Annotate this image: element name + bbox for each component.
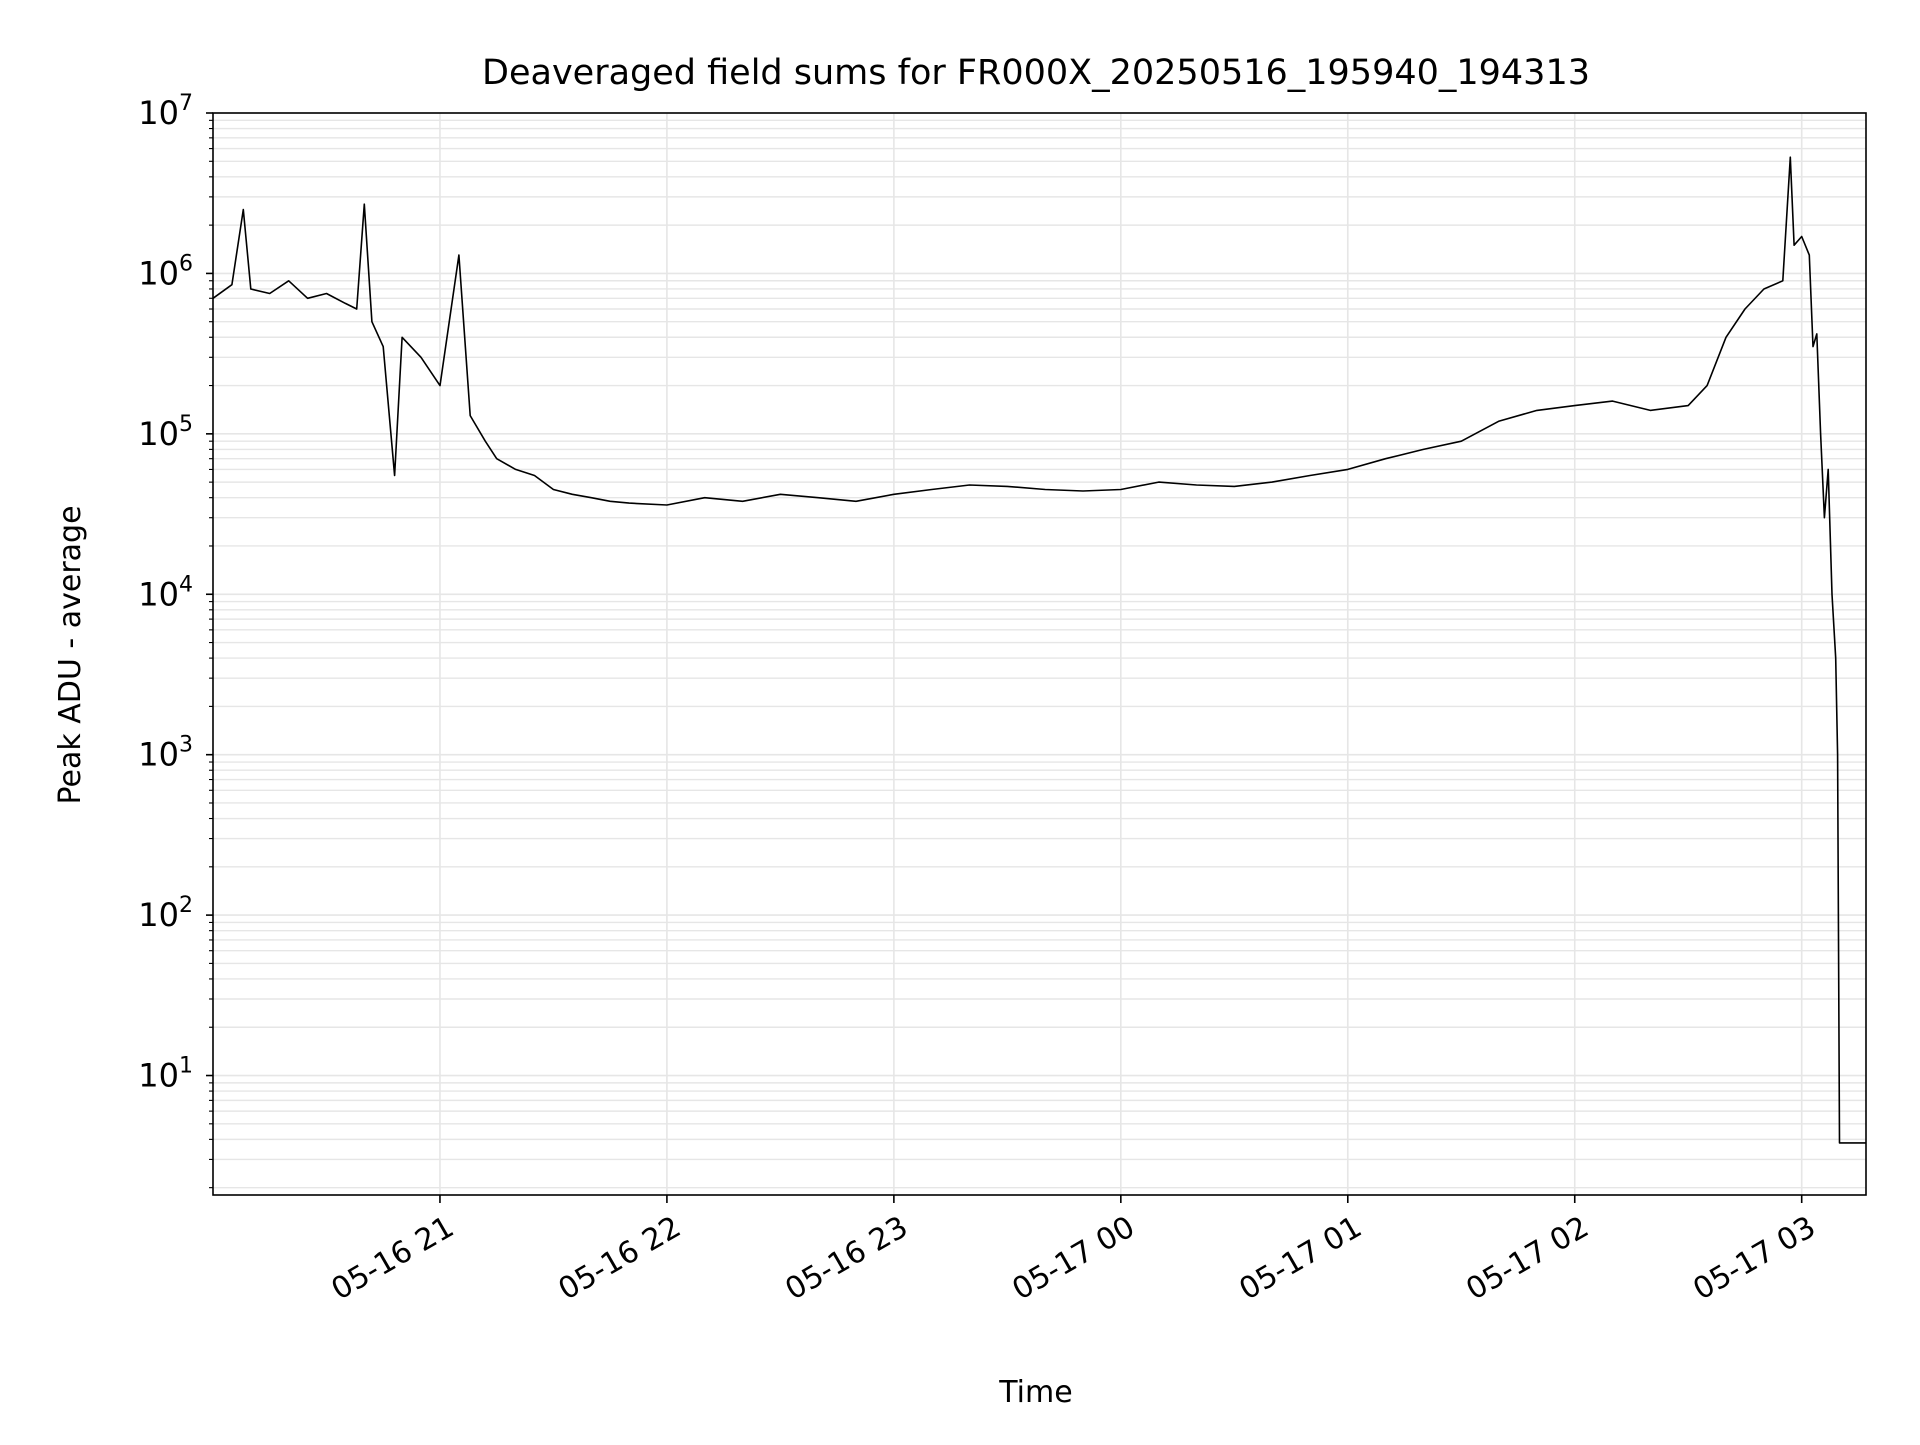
series-layer	[212, 156, 1866, 1144]
grid	[213, 112, 1866, 1195]
y-tick-label: 105	[138, 412, 193, 453]
y-tick-label: 106	[138, 251, 193, 292]
x-axis-label: Time	[998, 1375, 1072, 1410]
y-tick-label: 107	[138, 91, 193, 132]
series-line-0	[212, 156, 1866, 1144]
y-tick-label: 103	[138, 733, 193, 774]
plot-frame	[212, 112, 1867, 1196]
y-axis-label: Peak ADU - average	[53, 505, 88, 804]
chart-title: Deaveraged field sums for FR000X_2025051…	[482, 53, 1590, 93]
y-tick-label: 104	[138, 572, 193, 613]
y-tick-label: 102	[138, 893, 193, 934]
y-tick-label: 101	[138, 1054, 193, 1095]
